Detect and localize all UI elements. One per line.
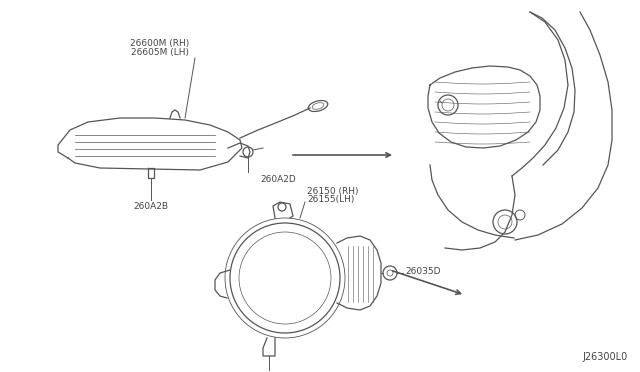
Text: 26150 (RH): 26150 (RH) [307, 187, 358, 196]
Text: 26600M (RH): 26600M (RH) [131, 39, 189, 48]
Text: 26155(LH): 26155(LH) [307, 195, 355, 204]
Text: 260A2D: 260A2D [260, 175, 296, 184]
Text: 26605M (LH): 26605M (LH) [131, 48, 189, 57]
Text: 260A2B: 260A2B [134, 202, 168, 211]
Text: J26300L0: J26300L0 [583, 352, 628, 362]
Text: 26035D: 26035D [405, 266, 440, 276]
